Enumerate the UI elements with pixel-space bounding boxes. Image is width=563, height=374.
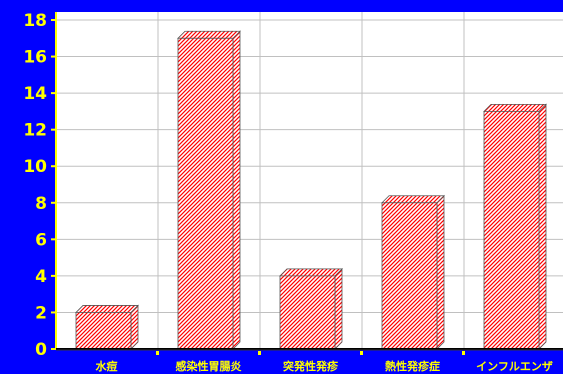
bar-4: [483, 103, 547, 350]
bar-side-4: [538, 103, 547, 350]
bar-side-1: [232, 30, 241, 350]
x-tick-mark-2: [360, 351, 363, 355]
x-tick-labels: 水痘 感染性胃腸炎 突発性発疹 熱性発疹症 インフルエンザ: [96, 359, 553, 373]
bar-side-0: [130, 304, 139, 350]
bar-top-0: [75, 305, 139, 313]
bar-side-2: [334, 267, 343, 350]
y-tick-label-6: 12: [23, 121, 47, 141]
y-tick-labels: 0 2 4 6 8 10 12 14 16 18: [23, 11, 47, 360]
x-tick-label-3: 熱性発疹症: [385, 359, 440, 373]
bar-top-3: [381, 195, 445, 204]
bar-top-1: [177, 30, 241, 39]
x-tick-mark-0: [156, 351, 159, 355]
bar-2: [279, 267, 343, 350]
x-tick-mark-1: [258, 351, 261, 355]
y-tick-label-7: 14: [23, 84, 47, 104]
y-tick-label-8: 16: [23, 48, 47, 68]
y-tick-label-4: 8: [35, 194, 47, 214]
y-tick-label-3: 6: [35, 230, 47, 250]
y-tick-label-2: 4: [35, 267, 47, 287]
bar-1: [177, 30, 241, 350]
x-tick-label-0: 水痘: [96, 359, 118, 373]
bar-top-4: [483, 103, 547, 112]
x-tick-label-1: 感染性胃腸炎: [176, 359, 242, 373]
y-tick-label-1: 2: [35, 303, 47, 323]
bar-front-0: [75, 312, 132, 350]
y-tick-label-5: 10: [23, 157, 47, 177]
bar-0: [75, 304, 139, 350]
bar-side-3: [436, 194, 445, 350]
bar-front-2: [279, 275, 336, 350]
y-tick-label-0: 0: [35, 340, 47, 360]
bar-front-3: [381, 202, 438, 350]
bar-3: [381, 194, 445, 350]
x-tick-label-4: インフルエンザ: [476, 360, 553, 373]
bar-top-2: [279, 268, 343, 277]
x-tick-label-2: 突発性発疹: [283, 359, 339, 373]
x-tick-mark-3: [462, 351, 465, 355]
axes: [51, 12, 563, 355]
bars: [75, 30, 547, 350]
y-tick-label-9: 18: [23, 11, 47, 31]
bar-front-1: [177, 37, 234, 350]
bar-front-4: [483, 110, 540, 350]
